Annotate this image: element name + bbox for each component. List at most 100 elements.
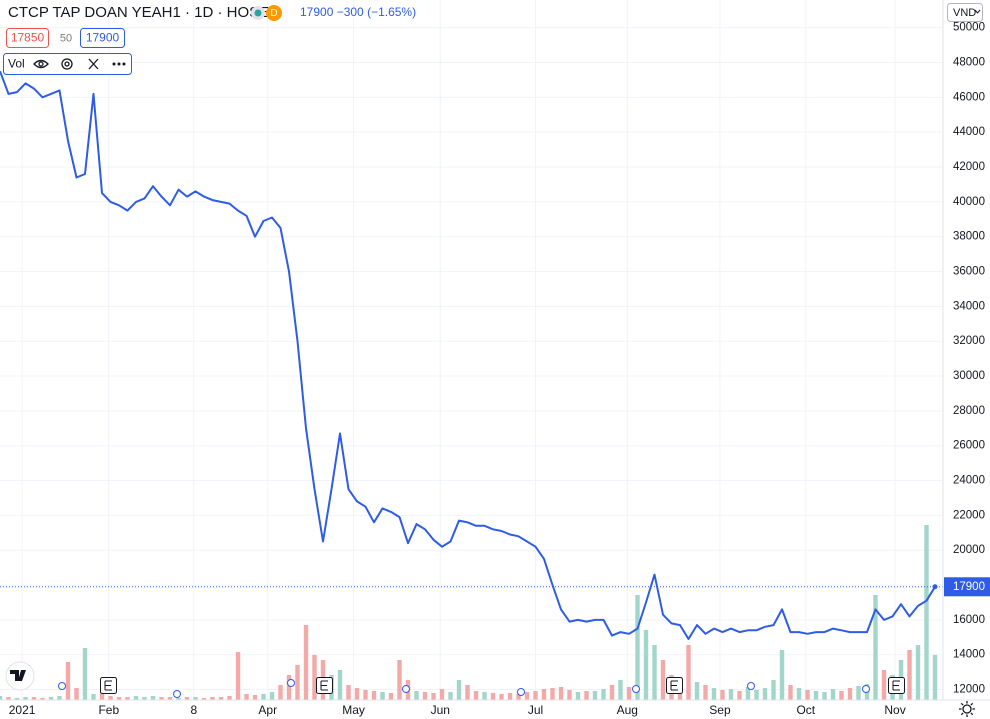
- x-tick-label: Apr: [258, 703, 277, 717]
- volume-bar: [822, 692, 827, 700]
- volume-bar: [601, 689, 606, 700]
- volume-bar: [592, 691, 598, 700]
- y-tick-label: 20000: [953, 544, 985, 556]
- y-tick-label: 36000: [953, 266, 985, 278]
- volume-bar: [805, 690, 810, 700]
- volume-layer: [0, 525, 938, 700]
- volume-bar: [762, 688, 768, 700]
- volume-bar: [218, 697, 224, 700]
- volume-bar: [524, 692, 530, 700]
- volume-bar: [227, 696, 232, 700]
- grid: [0, 0, 943, 700]
- volume-bar: [65, 662, 71, 700]
- bid[interactable]: 17850: [11, 31, 45, 45]
- volume-bar: [6, 697, 11, 700]
- y-tick-label: 38000: [953, 231, 985, 243]
- volume-bar: [422, 692, 428, 700]
- volume-bar: [193, 697, 198, 700]
- indicator-box[interactable]: [3, 53, 132, 75]
- volume-bar: [397, 660, 402, 700]
- bid-box[interactable]: [6, 28, 49, 48]
- tv-logo: [5, 661, 35, 691]
- y-tick-label: 44000: [953, 126, 985, 138]
- indicator-icons[interactable]: [33, 58, 99, 70]
- ask[interactable]: 17900: [86, 31, 120, 45]
- volume-bar: [363, 690, 368, 700]
- volume-bar: [133, 696, 139, 700]
- y-tick-label: 50000: [953, 22, 985, 34]
- volume-bar: [873, 595, 878, 700]
- currency-box[interactable]: [947, 3, 983, 22]
- last-price-label: 17900: [953, 581, 985, 593]
- volume-bar: [924, 525, 929, 700]
- spread: 50: [60, 32, 72, 44]
- last-price-box: [944, 577, 990, 597]
- y-tick-label: 32000: [953, 335, 985, 347]
- volume-bar: [507, 693, 513, 700]
- volume-bar: [550, 688, 555, 700]
- volume-bar: [473, 691, 479, 700]
- settings-icon[interactable]: [959, 701, 975, 717]
- x-tick-label: Aug: [617, 703, 638, 717]
- x-tick-label: Sep: [709, 703, 731, 717]
- badge: D: [270, 8, 277, 19]
- volume-bar: [465, 685, 470, 700]
- volume-bar: [278, 685, 283, 700]
- volume-bar: [567, 690, 572, 700]
- currency[interactable]: VND: [953, 7, 976, 19]
- volume-bar: [788, 685, 793, 700]
- volume-bar: [652, 645, 657, 700]
- badge-bg: [266, 5, 282, 21]
- volume-bar: [235, 652, 241, 700]
- volume-bar: [286, 675, 292, 700]
- earnings-markers[interactable]: [100, 677, 905, 694]
- volume-bar: [176, 698, 181, 700]
- volume-bar: [31, 697, 37, 700]
- volume-bar: [388, 693, 394, 700]
- volume-bar: [431, 693, 436, 700]
- y-tick-label: 42000: [953, 161, 985, 173]
- volume-bar: [558, 687, 564, 700]
- volume-bar: [201, 698, 207, 700]
- volume-bar: [779, 650, 785, 700]
- y-tick-label: 46000: [953, 91, 985, 103]
- volume-bar: [99, 692, 105, 700]
- volume-bar: [694, 682, 700, 700]
- volume-bar: [881, 670, 887, 700]
- volume-bar: [499, 694, 504, 700]
- event-markers[interactable]: [58, 679, 870, 698]
- volume-bar: [159, 697, 164, 700]
- chart-title: CTCP TAP DOAN YEAH1 · 1D · HOSE: [8, 4, 269, 21]
- volume-bar: [456, 680, 462, 700]
- volume-bar: [703, 685, 708, 700]
- ask-box[interactable]: [80, 28, 125, 48]
- x-tick-label: 8: [190, 703, 197, 717]
- x-tick-label: Oct: [796, 703, 815, 717]
- volume-bar: [839, 691, 844, 700]
- volume-bar: [771, 680, 776, 700]
- y-tick-label: 14000: [953, 649, 985, 661]
- axis-layer: 1200014000160001800020000220002400026000…: [9, 22, 990, 717]
- volume-bar: [40, 698, 45, 700]
- y-tick-label: 28000: [953, 405, 985, 417]
- volume-bar: [533, 691, 538, 700]
- volume-bar: [490, 693, 496, 700]
- volume-bar: [371, 691, 377, 700]
- volume-bar: [312, 655, 317, 700]
- volume-bar: [295, 665, 300, 700]
- volume-bar: [91, 694, 96, 700]
- volume-bar: [482, 692, 487, 700]
- volume-bar: [813, 691, 819, 700]
- volume-bar: [48, 697, 54, 700]
- volume-bar: [167, 697, 173, 700]
- volume-bar: [261, 694, 266, 700]
- volume-bar: [303, 625, 309, 700]
- volume-bar: [184, 697, 190, 700]
- volume-bar: [686, 645, 691, 700]
- volume-bar: [23, 697, 28, 700]
- volume-bar: [541, 689, 547, 700]
- currency-caret: [974, 9, 981, 14]
- price-line: [0, 70, 936, 640]
- more-icon[interactable]: [112, 62, 126, 66]
